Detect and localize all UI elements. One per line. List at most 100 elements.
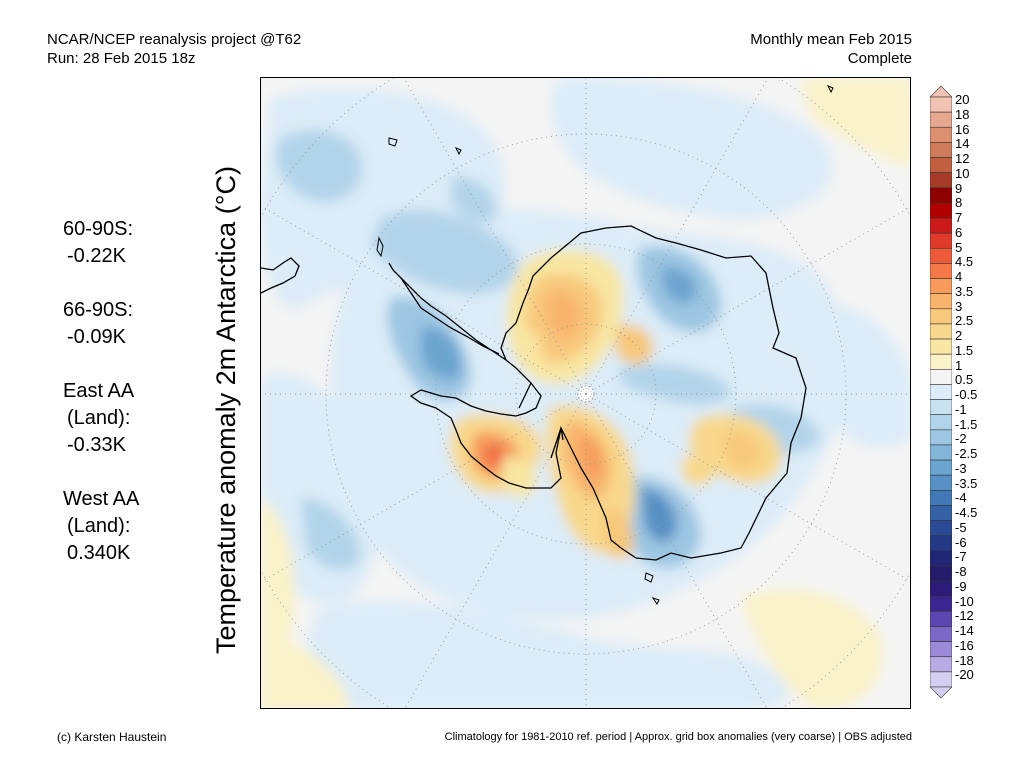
run-time: Run: 28 Feb 2015 18z <box>47 50 196 67</box>
colorbar-swatch <box>930 278 952 294</box>
colorbar-label: -5 <box>955 519 967 535</box>
colorbar-swatch <box>930 202 952 219</box>
colorbar-swatch <box>930 187 952 204</box>
colorbar-swatch <box>930 338 952 355</box>
colorbar-swatch <box>930 369 952 385</box>
colorbar-swatch <box>930 263 952 279</box>
colorbar-swatch <box>930 595 952 612</box>
colorbar-label: 10 <box>955 165 970 181</box>
colorbar-swatch <box>930 505 952 521</box>
colorbar-label: 12 <box>955 151 970 166</box>
stat-west-aa: West AA (Land): 0.340K <box>63 486 139 567</box>
colorbar-label: 4 <box>955 269 963 284</box>
colorbar-label: -20 <box>955 667 974 683</box>
colorbar-swatch <box>930 384 952 400</box>
colorbar-label: 0.5 <box>955 372 974 388</box>
colorbar-label: -4 <box>955 490 967 506</box>
colorbar-swatch <box>930 520 952 537</box>
colorbar-swatch <box>930 247 952 264</box>
colorbar-swatch <box>930 308 952 325</box>
ross-ice-shelf <box>518 382 564 459</box>
colorbar-label: 9 <box>955 180 963 196</box>
colorbar-swatch <box>930 414 952 431</box>
colorbar-swatch <box>930 111 952 128</box>
colorbar-label: -14 <box>955 623 974 638</box>
colorbar-label: 3.5 <box>955 283 974 299</box>
colorbar-label: 2.5 <box>955 313 974 329</box>
colorbar-label: 18 <box>955 106 970 122</box>
period-title: Monthly mean Feb 2015 <box>750 31 912 48</box>
colorbar-swatch <box>930 626 952 642</box>
islands <box>376 85 834 605</box>
stat-value: -0.09K <box>67 326 126 348</box>
colorbar-swatch <box>930 641 952 658</box>
stat-66-90s: 66-90S: -0.09K <box>63 297 139 351</box>
colorbar-swatch <box>930 293 952 310</box>
colorbar-swatch <box>930 126 952 143</box>
colorbar-swatch <box>930 429 952 446</box>
colorbar-label: 4.5 <box>955 254 974 270</box>
stat-value: -0.22K <box>67 245 126 267</box>
stat-east-aa: East AA (Land): -0.33K <box>63 378 139 459</box>
colorbar-swatch <box>930 656 952 673</box>
colorbar-swatch <box>930 459 952 476</box>
stats-panel: 60-90S: -0.22K 66-90S: -0.09K East AA (L… <box>63 216 139 594</box>
stat-label: West AA <box>63 488 140 510</box>
header-left: NCAR/NCEP reanalysis project @T62 Run: 2… <box>47 30 301 68</box>
map-canvas <box>261 78 910 708</box>
antarctica-coastline <box>409 225 807 561</box>
colorbar-swatch <box>930 232 952 249</box>
colorbar-swatch <box>930 353 952 370</box>
colorbar-swatch <box>930 550 952 567</box>
colorbar-swatch <box>930 535 952 552</box>
stat-value: -0.33K <box>67 434 126 456</box>
colorbar-label: 16 <box>955 121 970 137</box>
stat-label: (Land): <box>67 515 131 537</box>
colorbar-label: -10 <box>955 593 974 609</box>
stat-value: 0.340K <box>67 542 131 564</box>
colorbar-label: 7 <box>955 210 963 225</box>
colorbar-swatch <box>930 671 952 688</box>
colorbar-label: -3.5 <box>955 475 978 491</box>
colorbar-arrow-bottom <box>930 686 952 698</box>
colorbar-swatch <box>930 157 952 173</box>
colorbar-label: 3 <box>955 298 963 314</box>
stat-label: (Land): <box>67 407 131 429</box>
colorbar-swatch <box>930 444 952 461</box>
colorbar-label: 2 <box>955 328 963 343</box>
stat-label: 60-90S: <box>63 218 134 240</box>
colorbar-label: 6 <box>955 224 963 240</box>
model-title: NCAR/NCEP reanalysis project @T62 <box>47 31 302 48</box>
colorbar-arrow-top <box>930 86 952 98</box>
colorbar-label: -2.5 <box>955 446 978 461</box>
colorbar-swatch <box>930 490 952 506</box>
header-right: Monthly mean Feb 2015 Complete <box>750 30 912 68</box>
status-label: Complete <box>847 50 912 67</box>
colorbar-label: -4.5 <box>955 505 978 520</box>
antarctic-peninsula <box>388 262 507 361</box>
colorbar-swatch <box>930 172 952 189</box>
copyright: (c) Karsten Haustein <box>57 730 167 744</box>
colorbar-label: 14 <box>955 136 970 152</box>
colorbar-label: -6 <box>955 534 967 550</box>
colorbar-label: 1.5 <box>955 342 974 358</box>
graticule <box>261 78 910 708</box>
colorbar-label: -9 <box>955 578 967 594</box>
colorbar-label: 8 <box>955 195 963 211</box>
colorbar-label: -3 <box>955 460 967 476</box>
colorbar-swatch <box>930 142 952 158</box>
colorbar-swatch <box>930 217 952 234</box>
colorbar-swatch <box>930 323 952 340</box>
stat-label: 66-90S: <box>63 299 134 321</box>
map-title: Temperature anomaly 2m Antarctica (°C) <box>211 166 241 654</box>
colorbar-label: -0.5 <box>955 387 978 402</box>
colorbar-swatch <box>930 399 952 415</box>
colorbar-swatch <box>930 580 952 597</box>
colorbar-label: -16 <box>955 637 974 653</box>
colorbar-label: -1 <box>955 401 967 417</box>
colorbar-swatch <box>930 611 952 627</box>
footer-note: Climatology for 1981-2010 ref. period | … <box>444 731 912 743</box>
colorbar-label: 1 <box>955 357 963 373</box>
colorbar-label: -7 <box>955 549 967 565</box>
colorbar-labels: 20 18 16 14 12 10 9 8 7 6 5 4.5 4 3.5 3 2.5 2 1.5 1 0.5 -0.5… <box>955 92 978 683</box>
